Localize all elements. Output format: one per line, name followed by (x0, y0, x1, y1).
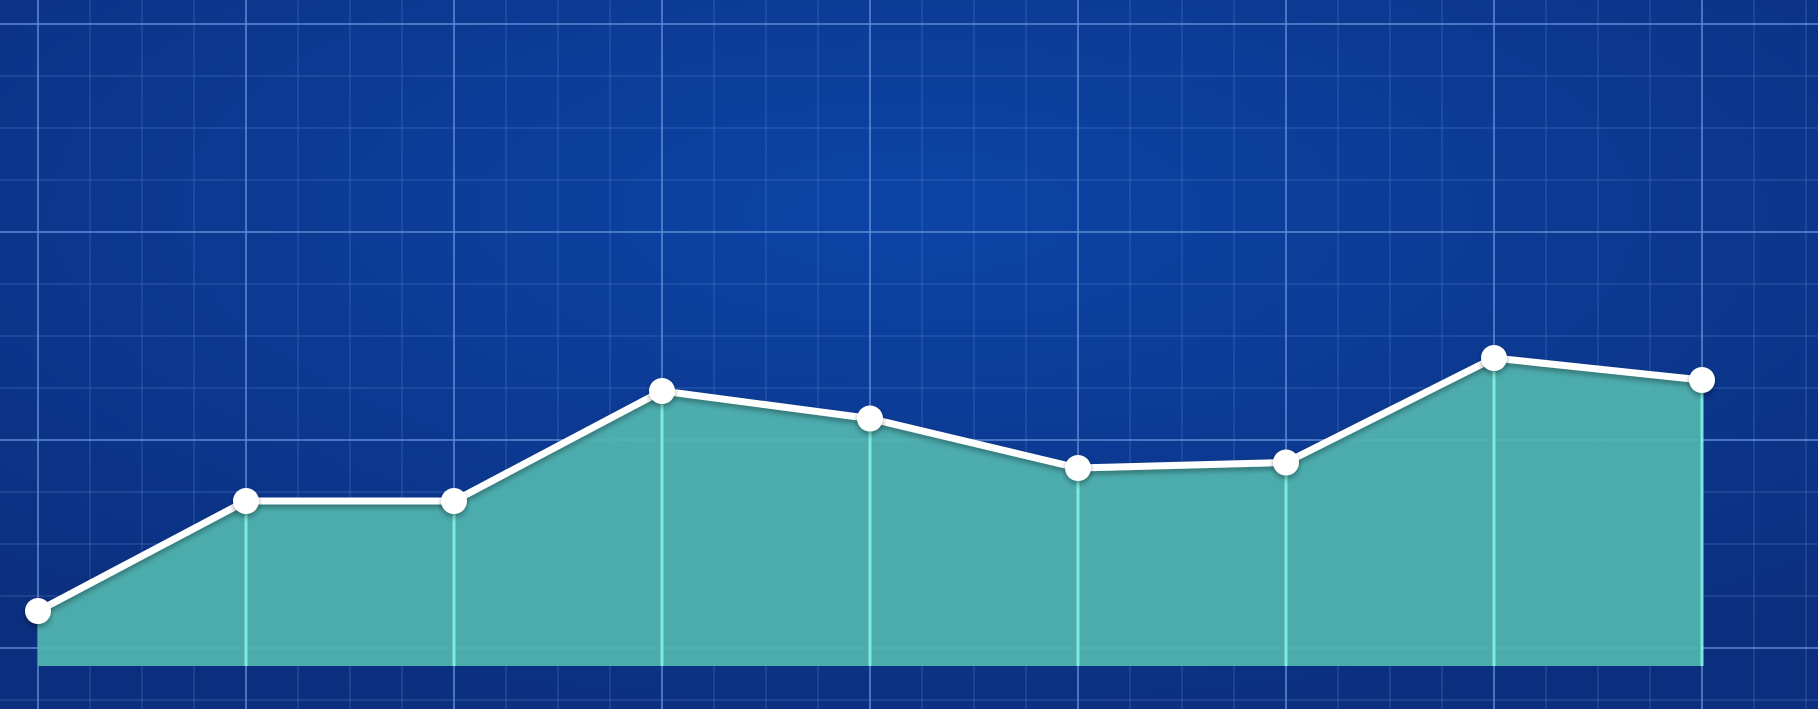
data-point (857, 405, 883, 432)
data-point (441, 488, 467, 514)
data-point (1273, 449, 1299, 476)
data-point (1065, 455, 1091, 481)
data-point-markers (25, 345, 1715, 624)
drop-lines (244, 358, 1704, 666)
data-point (1481, 345, 1507, 371)
data-point (25, 598, 51, 624)
data-point (1689, 367, 1715, 393)
data-point (233, 488, 259, 514)
data-point (649, 378, 675, 404)
